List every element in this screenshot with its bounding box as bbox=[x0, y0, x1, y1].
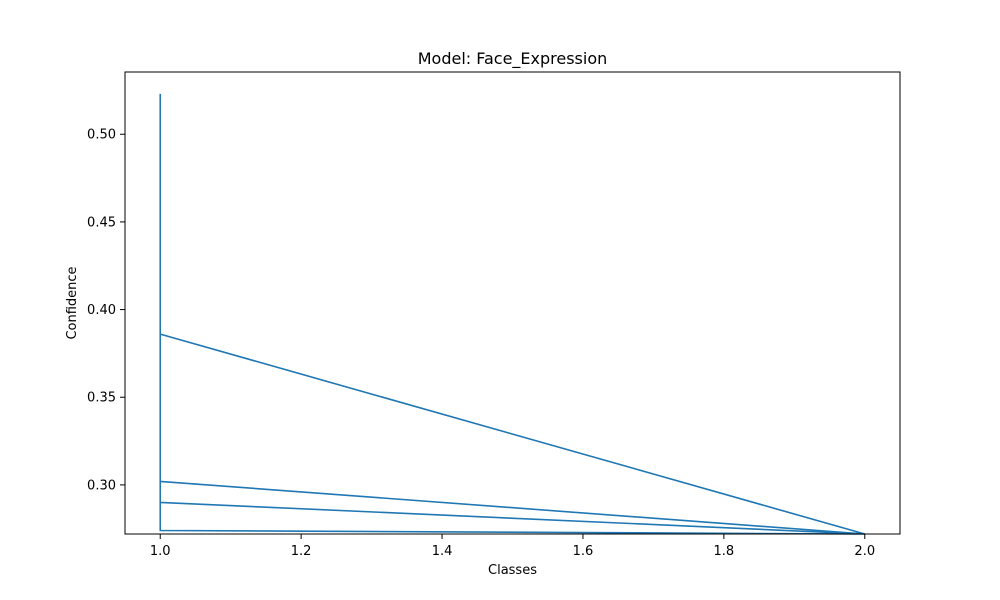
x-tick-label: 1.4 bbox=[432, 544, 453, 559]
plot-frame bbox=[124, 71, 901, 535]
x-tick-label: 1.2 bbox=[291, 544, 312, 559]
y-tick-label: 0.50 bbox=[87, 128, 116, 143]
y-tick-label: 0.45 bbox=[87, 215, 116, 230]
y-axis: 0.30 0.35 0.40 0.45 0.50 bbox=[87, 128, 125, 493]
y-tick-label: 0.35 bbox=[87, 391, 116, 406]
y-tick-label: 0.40 bbox=[87, 303, 116, 318]
x-axis-title: Classes bbox=[488, 563, 537, 578]
plot-area bbox=[159, 93, 866, 535]
x-tick-label: 1.6 bbox=[573, 544, 594, 559]
x-tick-label: 1.8 bbox=[714, 544, 735, 559]
x-tick-label: 1.0 bbox=[150, 544, 171, 559]
series-line-0 bbox=[159, 93, 866, 535]
x-tick-label: 2.0 bbox=[854, 544, 875, 559]
y-tick-label: 0.30 bbox=[87, 478, 116, 493]
chart-title: Model: Face_Expression bbox=[418, 49, 608, 69]
y-axis-title: Confidence bbox=[65, 266, 80, 339]
x-axis: 1.0 1.2 1.4 1.6 1.8 2.0 bbox=[150, 534, 875, 559]
